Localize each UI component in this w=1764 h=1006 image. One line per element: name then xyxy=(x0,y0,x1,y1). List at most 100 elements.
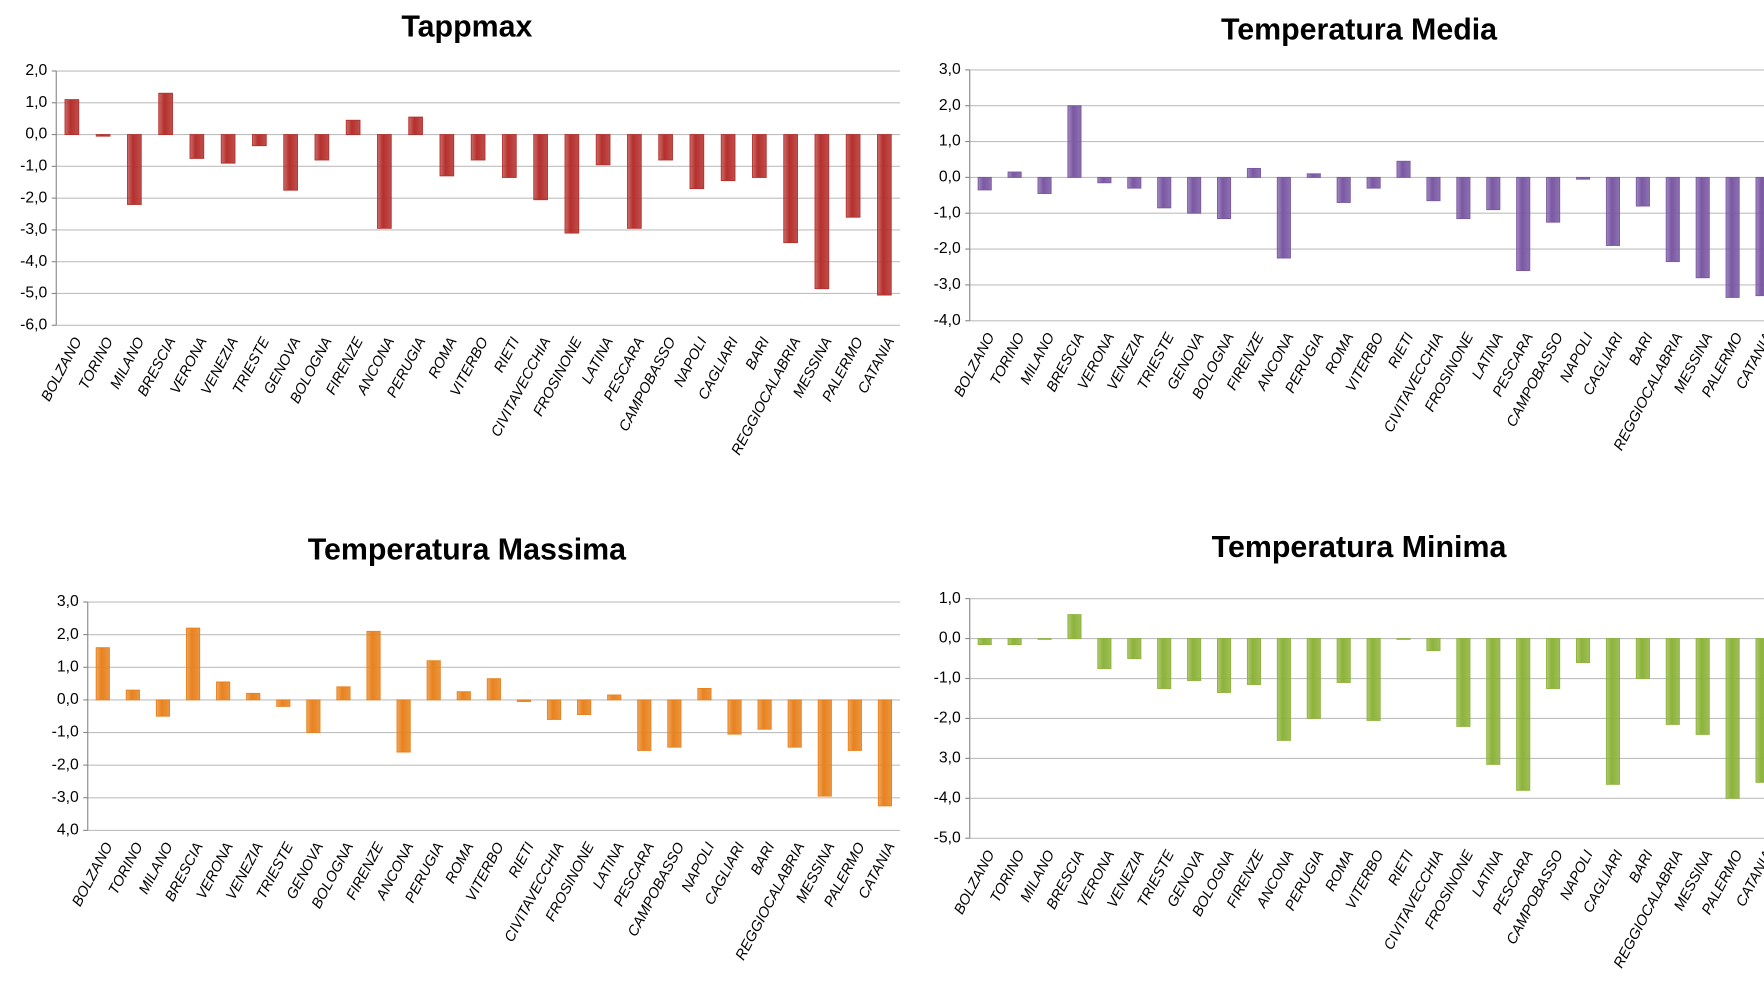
bar xyxy=(1306,173,1321,178)
bar xyxy=(697,688,712,701)
bar xyxy=(1246,167,1261,178)
bar xyxy=(486,678,501,701)
bar xyxy=(546,699,562,720)
bar xyxy=(1366,176,1381,189)
bar xyxy=(1665,638,1680,725)
chart-title: Temperatura Minima xyxy=(1212,531,1508,564)
bar xyxy=(1217,176,1232,220)
bar xyxy=(1456,176,1471,220)
bar xyxy=(1037,176,1052,194)
y-tick-label: 3,0 xyxy=(57,593,79,610)
bar xyxy=(1426,176,1441,202)
bar xyxy=(95,134,111,137)
bar xyxy=(516,699,532,702)
bar xyxy=(95,647,110,701)
bar xyxy=(377,134,392,229)
y-tick-label: -3,0 xyxy=(20,221,47,238)
bar xyxy=(1546,176,1561,223)
bar xyxy=(185,627,201,701)
bar xyxy=(817,699,832,797)
y-tick-label: 1,0 xyxy=(57,658,79,675)
bar xyxy=(783,134,798,244)
bar xyxy=(1187,638,1202,681)
y-tick-label: 0,0 xyxy=(57,691,79,708)
bar xyxy=(689,134,705,190)
bar xyxy=(1007,638,1022,646)
y-tick-label: 1,0 xyxy=(939,133,961,150)
bar xyxy=(216,681,231,701)
bar xyxy=(1605,176,1620,246)
y-tick-label: -2,0 xyxy=(934,240,961,257)
bar xyxy=(314,134,330,161)
bar xyxy=(220,134,236,164)
bar xyxy=(1605,638,1620,785)
bar xyxy=(1276,176,1291,259)
bar xyxy=(877,699,893,807)
bar xyxy=(1157,176,1172,209)
bar xyxy=(283,134,298,191)
bar xyxy=(470,134,486,161)
bar xyxy=(1635,176,1650,207)
y-tick-label: 0,0 xyxy=(25,126,47,143)
y-tick-label: 1,0 xyxy=(939,590,961,607)
chart-title: Tappmax xyxy=(401,10,532,43)
bar xyxy=(977,638,992,646)
x-tick-label: RIETI xyxy=(491,335,523,375)
y-tick-label: -6,0 xyxy=(20,316,47,333)
y-tick-label: -5,0 xyxy=(20,285,47,302)
x-tick-label: BOLZANO xyxy=(951,848,998,917)
bar xyxy=(336,686,351,701)
bar xyxy=(1546,638,1561,689)
bar xyxy=(564,134,580,234)
x-tick-label: ROMA xyxy=(426,335,461,381)
chart: Temperatura Massima 3,0 2,0 1,0 0,0 -1,0 -2,0 -… xyxy=(52,533,900,963)
bar xyxy=(396,699,411,753)
bar xyxy=(1336,176,1351,203)
bar xyxy=(127,134,142,205)
bar xyxy=(667,699,682,748)
bar xyxy=(1576,176,1591,180)
y-tick-label: 0,0 xyxy=(939,630,961,647)
y-tick-label: -2,0 xyxy=(934,710,961,727)
bar xyxy=(1576,638,1591,663)
bar xyxy=(1246,638,1261,685)
y-tick-label: -5,0 xyxy=(934,829,961,846)
y-tick-label: -4,0 xyxy=(20,253,47,270)
y-tick-label: 0,0 xyxy=(939,169,961,186)
bar xyxy=(1486,176,1501,211)
y-tick-label: -1,0 xyxy=(52,724,79,741)
bar xyxy=(1396,160,1411,178)
bar xyxy=(727,699,742,735)
y-tick-label: -4,0 xyxy=(934,312,961,329)
bar xyxy=(1187,176,1202,214)
bar xyxy=(439,134,455,177)
bar xyxy=(1067,105,1082,178)
x-tick-label: BARI xyxy=(1626,848,1656,886)
chart-title: Temperatura Massima xyxy=(308,533,627,566)
bar xyxy=(1755,176,1764,297)
bar xyxy=(1635,638,1650,679)
bar xyxy=(246,692,261,701)
chart: Temperatura Media 3,0 2,0 1,0 0,0 -1,0 -2,0 -3,… xyxy=(934,14,1764,453)
bar xyxy=(877,134,892,296)
bar xyxy=(1037,638,1052,640)
bar xyxy=(533,134,548,201)
bar xyxy=(426,660,441,701)
bar xyxy=(637,699,652,751)
bar xyxy=(1276,638,1291,741)
bar xyxy=(1725,176,1740,298)
x-tick-label: BARI xyxy=(748,840,778,878)
bar xyxy=(502,134,517,178)
x-tick-label: RIETI xyxy=(1386,330,1418,370)
bar xyxy=(977,176,992,191)
y-tick-label: 2,0 xyxy=(939,97,961,114)
bar xyxy=(845,134,861,218)
bar xyxy=(814,134,830,290)
bar xyxy=(1007,171,1022,178)
bar xyxy=(1127,638,1142,659)
bar xyxy=(1127,176,1142,189)
bar xyxy=(345,119,361,136)
bar xyxy=(752,134,767,178)
bar xyxy=(1097,638,1112,669)
